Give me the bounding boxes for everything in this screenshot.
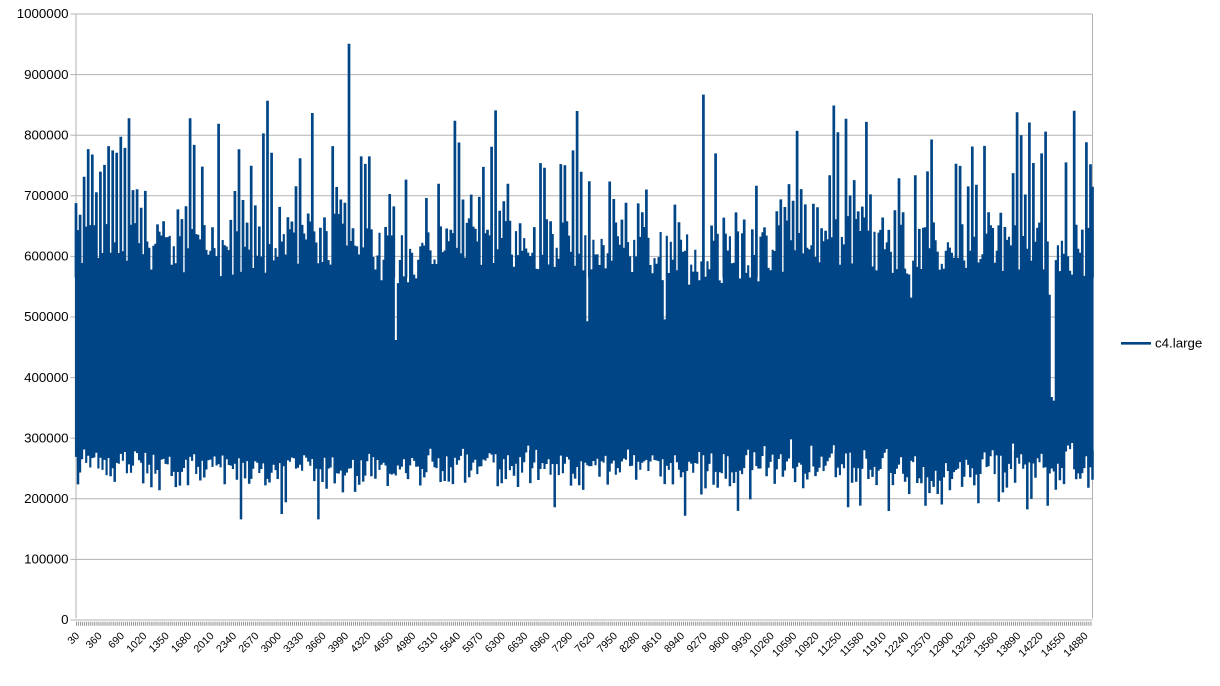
svg-text:12900: 12900 [927,630,956,659]
svg-text:4320: 4320 [348,630,373,655]
svg-text:10920: 10920 [792,630,821,659]
svg-text:500000: 500000 [24,309,68,324]
svg-text:14220: 14220 [1016,630,1045,659]
svg-text:7620: 7620 [572,630,597,655]
svg-text:5970: 5970 [460,630,485,655]
svg-text:2340: 2340 [214,630,239,655]
svg-text:3990: 3990 [326,630,351,655]
svg-text:600000: 600000 [24,249,68,264]
svg-text:11580: 11580 [838,630,867,659]
svg-text:3660: 3660 [304,630,329,655]
svg-text:8280: 8280 [617,630,642,655]
svg-text:8940: 8940 [662,630,687,655]
svg-text:2670: 2670 [236,630,261,655]
svg-text:5310: 5310 [416,630,441,655]
svg-text:3000: 3000 [259,630,284,655]
svg-text:10590: 10590 [770,630,799,659]
svg-text:7950: 7950 [595,630,620,655]
svg-text:1000000: 1000000 [17,6,69,21]
svg-text:13560: 13560 [972,630,1001,659]
svg-text:800000: 800000 [24,127,68,142]
svg-text:7290: 7290 [550,630,575,655]
svg-text:6300: 6300 [483,630,508,655]
svg-text:1020: 1020 [124,630,149,655]
svg-text:8610: 8610 [640,630,665,655]
svg-text:14550: 14550 [1039,630,1068,659]
svg-text:12240: 12240 [882,630,911,659]
svg-text:3330: 3330 [281,630,306,655]
svg-text:400000: 400000 [24,370,68,385]
svg-text:700000: 700000 [24,188,68,203]
svg-text:14880: 14880 [1061,630,1090,659]
svg-text:1350: 1350 [147,630,172,655]
svg-text:690: 690 [106,630,127,651]
svg-text:c4.large: c4.large [1155,336,1202,351]
svg-text:4980: 4980 [393,630,418,655]
svg-text:6960: 6960 [528,630,553,655]
svg-text:100000: 100000 [24,552,68,567]
svg-text:900000: 900000 [24,67,68,82]
svg-text:30: 30 [65,630,82,647]
svg-text:6630: 6630 [505,630,530,655]
svg-text:200000: 200000 [24,491,68,506]
svg-text:9270: 9270 [684,630,709,655]
svg-text:9600: 9600 [707,630,732,655]
svg-text:5640: 5640 [438,630,463,655]
svg-text:11250: 11250 [815,630,844,659]
svg-text:4650: 4650 [371,630,396,655]
svg-text:10260: 10260 [747,630,776,659]
svg-text:13890: 13890 [994,630,1023,659]
svg-text:12570: 12570 [904,630,933,659]
svg-text:0: 0 [61,612,68,627]
svg-text:1680: 1680 [169,630,194,655]
svg-text:300000: 300000 [24,430,68,445]
svg-text:13230: 13230 [949,630,978,659]
svg-text:360: 360 [84,630,105,651]
svg-text:2010: 2010 [191,630,216,655]
